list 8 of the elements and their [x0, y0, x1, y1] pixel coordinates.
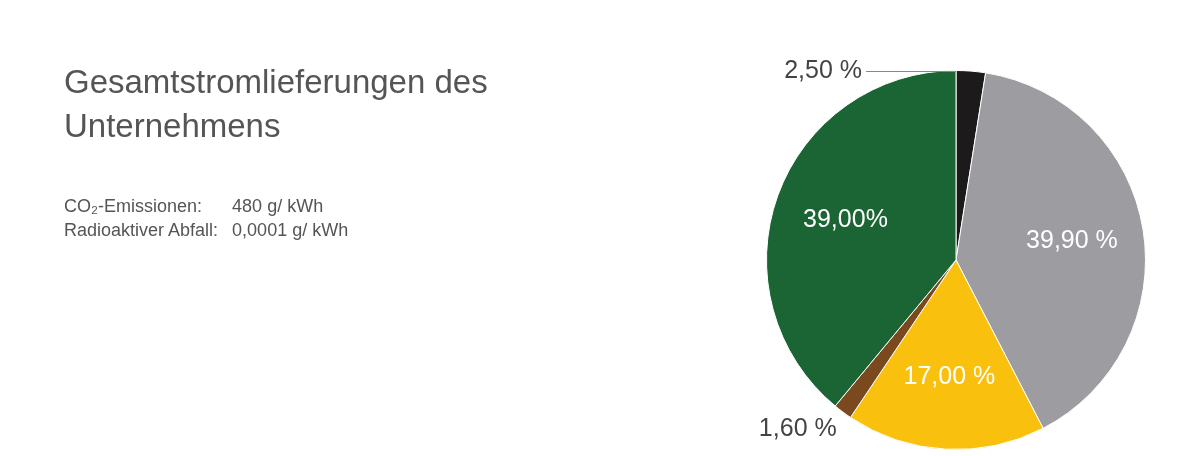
- data-label: 1,60 %: [758, 413, 837, 442]
- text: CO₂-Emissionen: 480 g/ kWh: [64, 196, 324, 216]
- data-label: 39,90 %: [1026, 225, 1118, 254]
- data-label: 17,00 %: [903, 361, 996, 390]
- text: Radioaktiver Abfall: 0,0001 g/ kWh: [64, 219, 349, 242]
- data-label: 2,50 %: [784, 55, 862, 84]
- text: Gesamtstromlieferungen des Unternehmens: [64, 62, 489, 146]
- data-label: 39,00%: [803, 204, 888, 233]
